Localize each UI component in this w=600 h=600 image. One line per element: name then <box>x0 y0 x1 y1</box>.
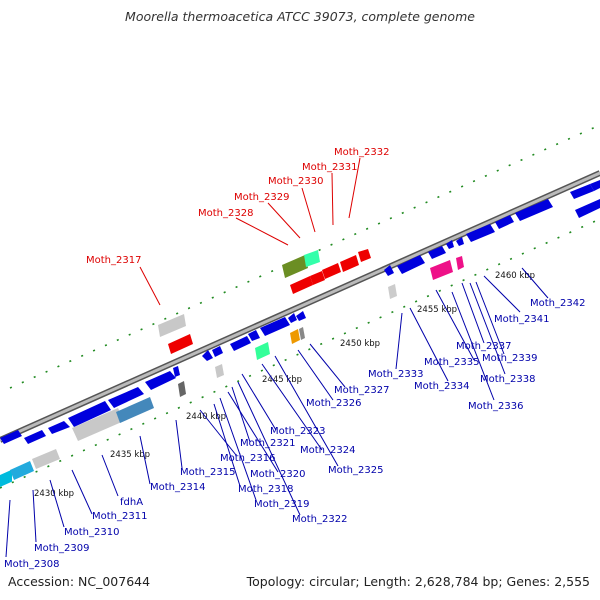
gene-forward <box>590 180 600 191</box>
red-labels: Moth_2317 Moth_2328 Moth_2329 Moth_2330 … <box>86 147 389 266</box>
gene-forward <box>575 199 600 218</box>
gene-label: Moth_2323 <box>270 426 325 437</box>
gene-forward <box>397 255 425 274</box>
gene-forward <box>260 317 290 336</box>
gene-forward <box>145 371 176 390</box>
blue-labels: Moth_2308 Moth_2309 Moth_2310 Moth_2311 … <box>4 298 585 570</box>
gene-label: Moth_2320 <box>250 469 305 480</box>
gene-forward <box>515 199 553 221</box>
gene-forward <box>248 330 260 341</box>
gene-magenta <box>456 256 464 270</box>
gene-label: Moth_2336 <box>468 401 523 412</box>
gene-label: Moth_2337 <box>456 341 511 352</box>
gene-darkgray <box>178 381 186 397</box>
gene-forward <box>24 430 46 444</box>
gene-label: Moth_2335 <box>424 357 479 368</box>
gene-orange <box>290 329 300 344</box>
inner-tick-track <box>0 218 600 489</box>
gene-gray <box>388 284 397 299</box>
genome-backbone <box>0 170 600 443</box>
special-genes <box>0 249 464 487</box>
red-leaders <box>139 157 361 306</box>
gene-label: Moth_2324 <box>300 445 355 456</box>
accession-label: Accession: NC_007644 <box>8 574 151 589</box>
gene-forward <box>212 346 223 357</box>
gene-red <box>358 249 371 262</box>
gene-red <box>310 271 325 285</box>
gene-aquamarine <box>255 342 270 360</box>
gene-label: Moth_2317 <box>86 255 141 266</box>
topology-label: Topology: circular; Length: 2,628,784 bp… <box>246 574 590 589</box>
blue-leaders <box>5 267 549 558</box>
scale-label: 2455 kbp <box>417 305 457 315</box>
gene-forward <box>384 265 394 276</box>
gene-gray <box>72 408 124 441</box>
gene-aquamarine <box>304 250 320 267</box>
gene-forward <box>428 246 446 259</box>
gene-label: Moth_2326 <box>306 398 361 409</box>
gene-label: Moth_2341 <box>494 314 549 325</box>
scale-label: 2445 kbp <box>262 375 302 385</box>
gene-label: Moth_2316 <box>220 453 275 464</box>
gene-forward <box>68 401 111 427</box>
gene-label: Moth_2319 <box>254 499 309 510</box>
gene-red <box>168 334 193 354</box>
gene-label: Moth_2308 <box>4 559 59 570</box>
gene-label: Moth_2334 <box>414 381 469 392</box>
gene-label: Moth_2338 <box>480 374 535 385</box>
gene-label: fdhA <box>120 497 143 508</box>
gene-label: Moth_2315 <box>180 467 235 478</box>
gene-label: Moth_2322 <box>292 514 347 525</box>
gene-label: Moth_2311 <box>92 511 147 522</box>
scale-label: 2460 kbp <box>495 271 535 281</box>
gene-forward <box>173 366 180 377</box>
scale-label: 2450 kbp <box>340 339 380 349</box>
gene-forward <box>456 237 464 246</box>
gene-forward <box>495 215 514 229</box>
gene-label: Moth_2330 <box>268 176 323 187</box>
gene-label: Moth_2333 <box>368 369 423 380</box>
gene-label: Moth_2318 <box>238 484 293 495</box>
gene-label: Moth_2329 <box>234 192 289 203</box>
gene-olive <box>282 255 308 278</box>
gene-label: Moth_2310 <box>64 527 119 538</box>
gene-label: Moth_2321 <box>240 438 295 449</box>
gene-steelblue <box>116 397 154 423</box>
map-title: Moorella thermoacetica ATCC 39073, compl… <box>125 9 475 24</box>
gene-gray <box>32 449 60 469</box>
gene-red <box>340 255 359 272</box>
gene-red <box>290 276 313 294</box>
gene-label: Moth_2342 <box>530 298 585 309</box>
gene-forward <box>108 387 144 408</box>
gene-label: Moth_2339 <box>482 353 537 364</box>
gene-gray <box>215 364 224 378</box>
gene-cyan <box>10 461 34 480</box>
gene-forward <box>446 240 454 249</box>
gene-red <box>322 263 341 279</box>
gene-gray <box>158 314 186 337</box>
gene-cyan <box>0 469 12 487</box>
gene-forward <box>466 224 495 242</box>
gene-label: Moth_2314 <box>150 482 205 493</box>
gene-label: Moth_2325 <box>328 465 383 476</box>
scale-label: 2435 kbp <box>110 450 150 460</box>
gene-gray <box>299 327 305 340</box>
gene-forward <box>230 336 251 351</box>
gene-label: Moth_2327 <box>334 385 389 396</box>
gene-magenta <box>430 260 453 280</box>
gene-label: Moth_2331 <box>302 162 357 173</box>
gene-forward <box>48 421 70 434</box>
gene-forward <box>0 430 22 444</box>
gene-label: Moth_2328 <box>198 208 253 219</box>
gene-forward <box>296 311 306 321</box>
forward-genes <box>0 180 600 444</box>
gene-label: Moth_2309 <box>34 543 89 554</box>
gene-forward <box>202 350 213 361</box>
gene-label: Moth_2332 <box>334 147 389 158</box>
gene-forward <box>288 313 297 323</box>
gene-forward <box>570 184 594 199</box>
